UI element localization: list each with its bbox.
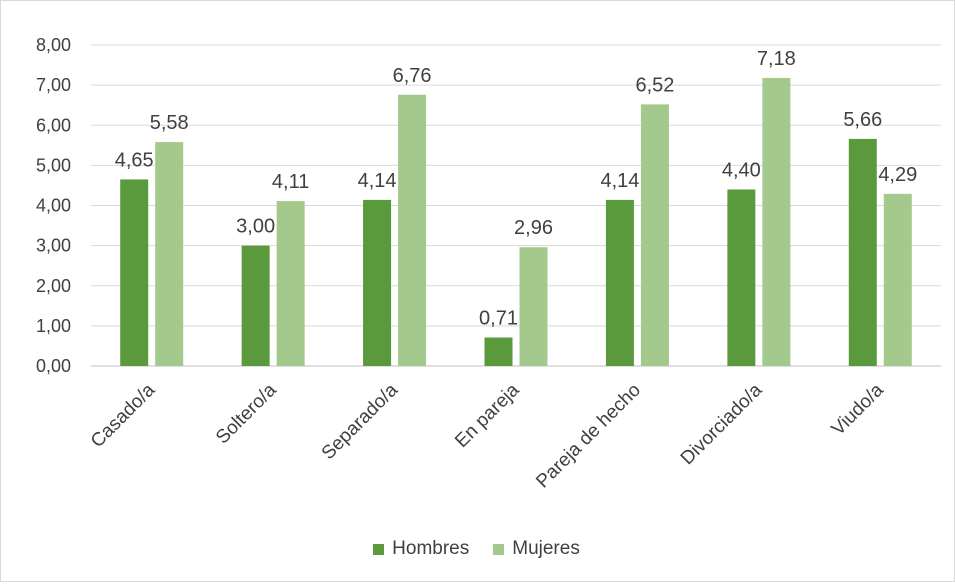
legend: Hombres Mujeres bbox=[0, 538, 953, 560]
data-label: 5,58 bbox=[150, 112, 189, 134]
y-tick-label: 0,00 bbox=[36, 356, 71, 376]
x-category-label: En pareja bbox=[451, 379, 524, 452]
bar-hombres-5 bbox=[727, 189, 756, 366]
bar-hombres-1 bbox=[241, 245, 270, 366]
data-label: 5,66 bbox=[843, 109, 882, 131]
data-label: 7,18 bbox=[757, 48, 796, 70]
data-label: 6,52 bbox=[635, 74, 674, 96]
x-category-label: Divorciado/a bbox=[677, 379, 767, 469]
bar-hombres-6 bbox=[848, 138, 877, 366]
y-tick-label: 2,00 bbox=[36, 276, 71, 296]
gridlines bbox=[91, 44, 941, 367]
data-label: 2,96 bbox=[514, 217, 553, 239]
legend-item-mujeres: Mujeres bbox=[493, 538, 580, 560]
y-tick-label: 1,00 bbox=[36, 316, 71, 336]
bars bbox=[120, 77, 912, 366]
x-category-label: Pareja de hecho bbox=[532, 380, 645, 493]
data-label: 0,71 bbox=[479, 308, 518, 330]
legend-label-hombres: Hombres bbox=[392, 538, 470, 559]
x-axis-categories: Casado/a Soltero/a Separado/a En pareja Pare… bbox=[87, 379, 888, 492]
data-label: 4,14 bbox=[600, 170, 639, 192]
legend-swatch-mujeres bbox=[493, 543, 505, 555]
y-tick-label: 6,00 bbox=[36, 115, 71, 135]
data-label: 4,40 bbox=[722, 159, 761, 181]
data-label: 6,76 bbox=[393, 65, 432, 87]
bar-hombres-3 bbox=[484, 337, 513, 366]
data-labels: 4,65 5,58 3,00 4,11 4,14 6,76 0,71 2,96 4,14 6,52… bbox=[115, 48, 918, 330]
data-label: 3,00 bbox=[236, 216, 275, 238]
bar-mujeres-1 bbox=[276, 201, 305, 366]
data-label: 4,14 bbox=[358, 170, 397, 192]
data-label: 4,65 bbox=[115, 149, 154, 171]
y-tick-label: 4,00 bbox=[36, 196, 71, 216]
bar-hombres-4 bbox=[605, 199, 634, 366]
y-axis-ticks: 0,00 1,00 2,00 3,00 4,00 5,00 6,00 7,00 8,00 bbox=[36, 35, 71, 376]
data-label: 4,29 bbox=[878, 164, 917, 186]
legend-swatch-hombres bbox=[373, 543, 385, 555]
bar-mujeres-2 bbox=[398, 94, 427, 366]
bar-mujeres-3 bbox=[519, 247, 548, 366]
legend-label-mujeres: Mujeres bbox=[512, 538, 580, 559]
data-label: 4,11 bbox=[272, 171, 309, 193]
x-category-label: Separado/a bbox=[318, 379, 403, 464]
bar-mujeres-6 bbox=[883, 193, 912, 366]
x-category-label: Casado/a bbox=[87, 379, 160, 452]
y-tick-label: 8,00 bbox=[36, 35, 71, 55]
y-tick-label: 7,00 bbox=[36, 75, 71, 95]
bar-mujeres-4 bbox=[640, 104, 669, 366]
bar-mujeres-5 bbox=[762, 77, 791, 366]
x-category-label: Soltero/a bbox=[212, 379, 281, 448]
bar-hombres-2 bbox=[363, 199, 392, 366]
x-category-label: Viudo/a bbox=[828, 379, 888, 439]
y-tick-label: 5,00 bbox=[36, 155, 71, 175]
bar-hombres-0 bbox=[120, 179, 149, 366]
legend-item-hombres: Hombres bbox=[373, 538, 469, 560]
bar-mujeres-0 bbox=[155, 142, 184, 366]
y-tick-label: 3,00 bbox=[36, 236, 71, 256]
